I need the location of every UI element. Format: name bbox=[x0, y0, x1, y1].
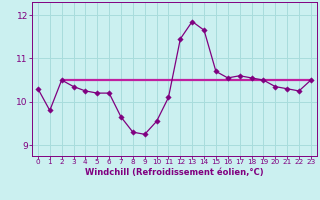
X-axis label: Windchill (Refroidissement éolien,°C): Windchill (Refroidissement éolien,°C) bbox=[85, 168, 264, 177]
